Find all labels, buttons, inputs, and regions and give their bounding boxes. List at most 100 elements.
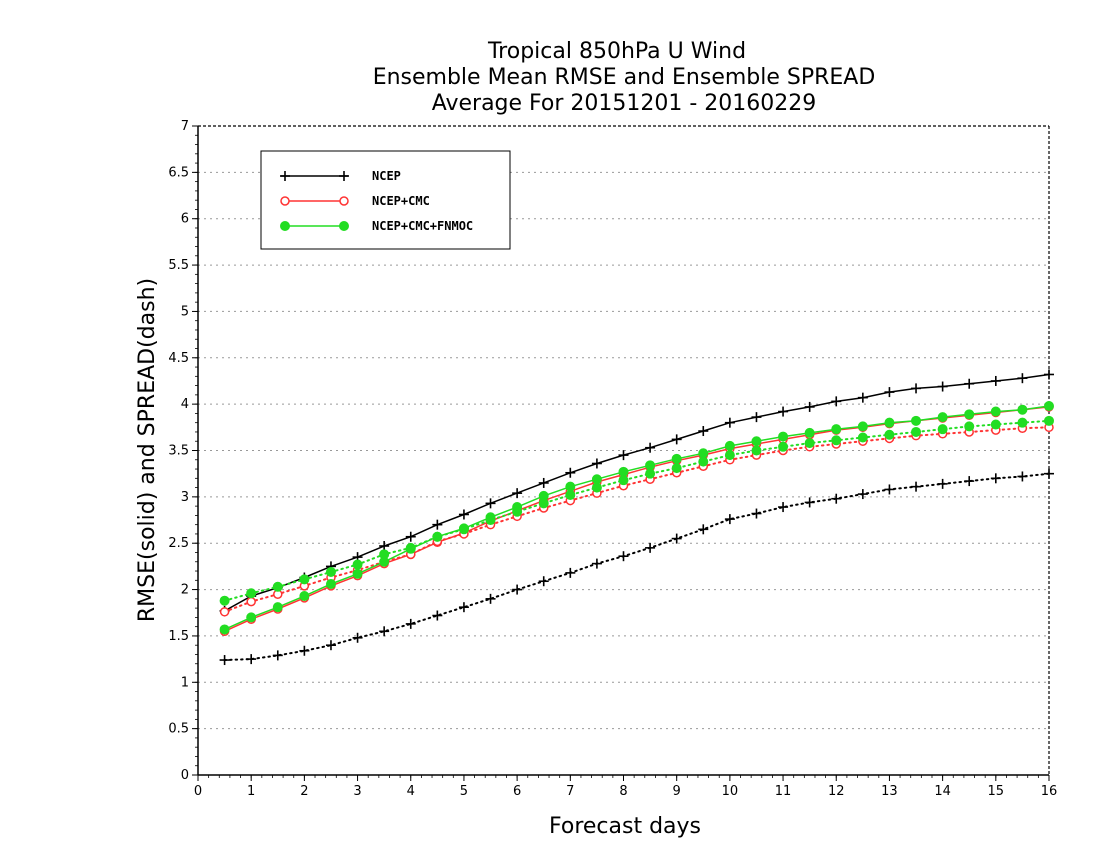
legend-label: NCEP+CMC+FNMOC (372, 219, 473, 233)
series-line (224, 406, 1050, 632)
y-tick-label: 4.5 (168, 351, 189, 366)
y-tick-label: 6 (181, 212, 189, 227)
data-point (911, 415, 922, 426)
series-layer (219, 369, 1054, 666)
data-point (458, 509, 469, 520)
legend-item: NCEP+CMC (280, 194, 430, 208)
x-tick-label: 1 (247, 784, 255, 799)
data-point (538, 576, 549, 587)
chart-title-line-2: Ensemble Mean RMSE and Ensemble SPREAD (373, 65, 876, 90)
x-tick-label: 13 (881, 784, 898, 799)
series-ncep-cmc-spread (219, 422, 1054, 617)
data-point (911, 383, 922, 394)
data-point (911, 481, 922, 492)
data-point (219, 655, 230, 666)
data-point (831, 396, 842, 407)
data-point (671, 533, 682, 544)
y-tick-label: 0.5 (168, 722, 189, 737)
data-point (751, 436, 762, 447)
data-point (591, 558, 602, 569)
data-point (884, 387, 895, 398)
data-point (352, 632, 363, 643)
data-point (831, 493, 842, 504)
legend-item: NCEP (280, 169, 401, 183)
data-point (1017, 404, 1028, 415)
y-tick-label: 3.5 (168, 444, 189, 459)
data-point (512, 584, 523, 595)
data-point (246, 596, 256, 607)
data-point (272, 581, 283, 592)
x-tick-label: 10 (722, 784, 739, 799)
x-tick-label: 9 (673, 784, 681, 799)
data-point (246, 654, 257, 665)
legend-marker (339, 196, 349, 206)
data-point (325, 579, 336, 590)
data-point (964, 409, 975, 420)
data-point (618, 466, 629, 477)
data-point (671, 434, 682, 445)
legend-label: NCEP+CMC (372, 194, 430, 208)
legend-marker (280, 221, 290, 231)
data-point (485, 498, 496, 509)
series-ncep-spread (219, 468, 1054, 666)
data-point (272, 650, 283, 661)
data-point (1017, 417, 1028, 428)
y-tick-label: 2.5 (168, 536, 189, 551)
data-point (911, 426, 922, 437)
data-point (831, 435, 842, 446)
data-point (246, 588, 257, 599)
axes: 00.511.522.533.544.555.566.570 1 2 3 4 5 6 7 8 9 1… (168, 119, 1057, 799)
chart-title-line-3: Average For 20151201 - 20160229 (432, 91, 817, 116)
data-point (565, 467, 576, 478)
data-point (990, 473, 1001, 484)
y-tick-label: 3 (181, 490, 189, 505)
data-point (724, 440, 735, 451)
x-tick-label: 3 (353, 784, 361, 799)
x-tick-label: 2 (300, 784, 308, 799)
data-point (778, 502, 789, 513)
data-point (990, 375, 1001, 386)
data-point (804, 497, 815, 508)
data-point (645, 542, 656, 553)
legend-marker (339, 171, 349, 181)
y-tick-label: 6.5 (168, 165, 189, 180)
data-point (272, 602, 283, 613)
data-point (645, 442, 656, 453)
data-point (299, 574, 310, 585)
data-point (538, 477, 549, 488)
data-point (778, 441, 789, 452)
data-point (405, 531, 416, 542)
data-point (618, 475, 629, 486)
x-tick-label: 11 (775, 784, 792, 799)
data-point (778, 431, 789, 442)
data-point (990, 406, 1001, 417)
series-line (223, 419, 1050, 602)
chart-title-line-1: Tropical 850hPa U Wind (487, 39, 746, 64)
legend-marker (280, 196, 290, 206)
data-point (352, 568, 363, 579)
x-tick-label: 14 (934, 784, 951, 799)
data-point (937, 381, 948, 392)
data-point (538, 498, 549, 509)
data-point (884, 417, 895, 428)
data-point (671, 463, 682, 474)
legend-item: NCEP+CMC+FNMOC (280, 219, 473, 233)
x-tick-label: 12 (828, 784, 845, 799)
legend-label: NCEP (372, 169, 401, 183)
data-point (618, 551, 629, 562)
data-point (219, 607, 230, 617)
data-point (698, 426, 709, 437)
data-point (698, 524, 709, 535)
series-ncep-cmc-fnmoc-spread (219, 415, 1054, 606)
x-axis-title: Forecast days (549, 814, 701, 839)
y-tick-label: 1 (181, 675, 189, 690)
data-point (432, 610, 443, 621)
series-line (223, 426, 1050, 613)
data-point (751, 412, 762, 423)
data-point (857, 392, 868, 403)
series-ncep-cmc-fnmoc-rmse (219, 400, 1054, 635)
data-point (964, 378, 975, 389)
data-point (485, 593, 496, 604)
data-point (352, 559, 363, 570)
data-point (591, 482, 602, 493)
